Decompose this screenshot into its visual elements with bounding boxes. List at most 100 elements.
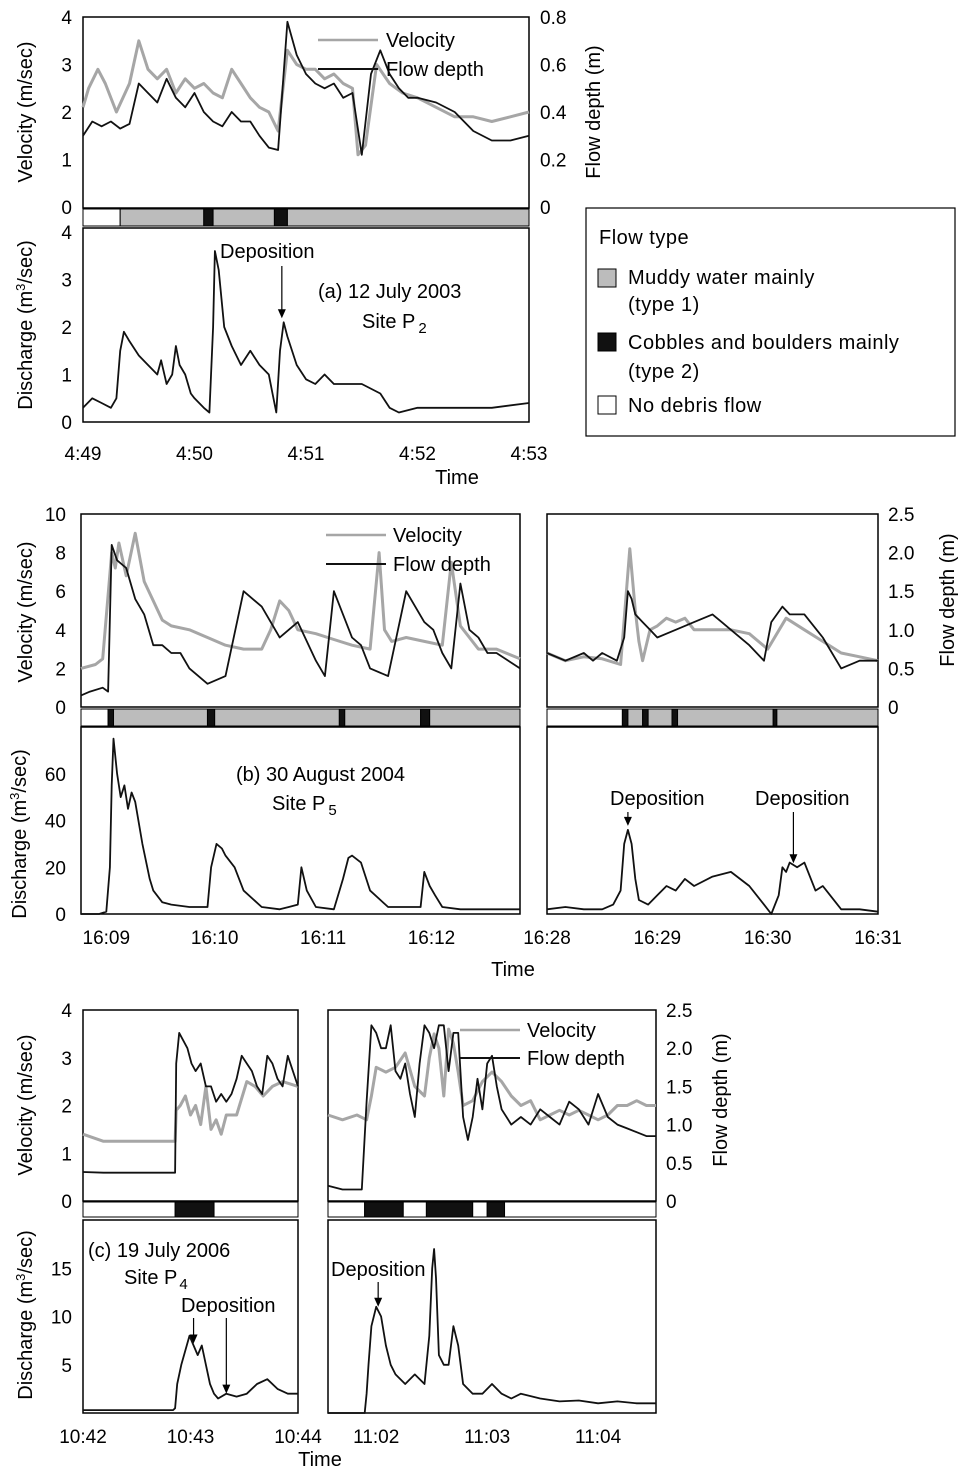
panel-c-right-xtick-2: 11:04: [575, 1427, 622, 1448]
legend-c-depth-label: Flow depth: [527, 1048, 625, 1070]
panel-a-vel-tick-2: 2: [61, 103, 72, 124]
panel-b-yticks: 0 2 4 6 8 10 0 0.5 1.0 1.5 2.0 2.5 0 20 40 60: [45, 505, 915, 926]
legend-b-depth-label: Flow depth: [393, 554, 491, 576]
panel-a-xtick-2: 4:51: [288, 444, 325, 465]
panel-c-left-flowtype-seg-1: [174, 1201, 215, 1218]
panel-b-depth-tick-1: 0.5: [888, 659, 914, 680]
panel-b-right-flowtype-seg-0: [546, 708, 623, 727]
flow-type-legend: Flow type Muddy water mainly (type 1) Co…: [585, 207, 956, 437]
panel-b-flowtype-bar: [80, 708, 879, 727]
panel-b-lower-right-frame: [546, 726, 879, 915]
panel-b-right-xtick-3: 16:31: [854, 928, 902, 949]
panel-c-right-depth-line: [327, 1024, 656, 1191]
panel-a-deposition-label: Deposition: [220, 241, 315, 263]
panel-c-vel-tick-3: 3: [61, 1049, 72, 1070]
legend-type2-sub: (type 2): [628, 361, 700, 383]
panel-a-vel-tick-1: 1: [61, 151, 72, 172]
panel-a-flowtype-seg-1: [119, 208, 205, 227]
legend-type1-swatch: [597, 268, 617, 288]
panel-a-xticks: 4:49 4:50 4:51 4:52 4:53: [65, 444, 548, 465]
panel-a-vel-tick-3: 3: [61, 56, 72, 77]
panel-b-left-flowtype-seg-1: [107, 708, 115, 727]
panel-b-q-tick-3: 60: [45, 765, 66, 786]
panel-b-depth-tick-2: 1.0: [888, 621, 914, 642]
panel-b-left-flowtype-seg-7: [420, 708, 431, 727]
panel-c-depth-tick-2: 1.0: [666, 1116, 692, 1137]
panel-b-left-flowtype-seg-3: [206, 708, 216, 727]
panel-c-depth-tick-3: 1.5: [666, 1077, 692, 1098]
panel-b-upper-right-frame: [546, 513, 879, 708]
panel-b: 0 2 4 6 8 10 0 0.5 1.0 1.5 2.0 2.5 0 20 40 60 16:09 16:1…: [7, 505, 959, 981]
panel-c-vel-tick-2: 2: [61, 1097, 72, 1118]
panel-b-left-flowtype-seg-2: [113, 708, 208, 727]
panel-a-xtick-4: 4:53: [511, 444, 548, 465]
panel-b-lower-left-frame: [80, 726, 521, 915]
panel-c-depth-tick-4: 2.0: [666, 1039, 692, 1060]
panel-b-discharge-lines: [81, 737, 879, 915]
panel-a-flowtype-seg-0: [82, 208, 121, 227]
panel-b-left-flowtype-seg-6: [344, 708, 422, 727]
panel-a-depth-tick-0: 0: [540, 198, 551, 219]
panel-b-right-flowtype-seg-8: [776, 708, 879, 727]
panel-b-depth-tick-0: 0: [888, 698, 899, 719]
legend-type1-label: Muddy water mainly: [628, 267, 815, 289]
panel-c-depth-tick-0: 0: [666, 1192, 677, 1213]
panel-b-q-tick-0: 0: [55, 905, 66, 926]
panel-b-deposition-arrows: [623, 812, 798, 864]
legend-type2-label: Cobbles and boulders mainly: [628, 332, 899, 354]
panel-c-discharge-lines: [83, 1248, 656, 1414]
panel-c-yticks: 0 1 2 3 4 0 0.5 1.0 1.5 2.0 2.5 5 10 15: [51, 1001, 693, 1377]
panel-c-deposition-arrow-1-head: [222, 1384, 231, 1394]
panel-c-deposition-arrow-2-head: [374, 1297, 383, 1307]
panel-c-depth-label: Flow depth (m): [710, 1033, 732, 1166]
panel-a-discharge-line: [82, 250, 530, 414]
panel-c-right-flowtype-seg-0: [327, 1201, 366, 1218]
panel-c-xticks: 10:42 10:43 10:44 11:02 11:03 11:04: [59, 1427, 621, 1448]
panel-b-right-xtick-2: 16:30: [744, 928, 792, 949]
panel-c-right-flowtype-seg-6: [504, 1201, 657, 1218]
panel-c-right-flowtype-seg-3: [425, 1201, 474, 1218]
panel-c-right-flowtype-seg-4: [472, 1201, 488, 1218]
legend-depth-label: Flow depth: [386, 59, 484, 81]
panel-b-depth-tick-3: 1.5: [888, 582, 914, 603]
panel-a-flowtype-bar: [82, 208, 530, 227]
panel-a-q-tick-3: 3: [61, 271, 72, 292]
panel-c-deposition-arrow-0-head: [189, 1334, 198, 1344]
panel-c-q-tick-1: 10: [51, 1308, 72, 1329]
panel-a-title: (a) 12 July 2003: [318, 281, 461, 303]
panel-c-left-flowtype-seg-2: [213, 1201, 299, 1218]
panel-c-right-discharge-line: [328, 1248, 656, 1414]
panel-b-left-flowtype-seg-8: [429, 708, 521, 727]
panel-c-discharge-label: Discharge (m3/sec): [13, 1230, 37, 1400]
panel-b-depth-tick-4: 2.0: [888, 544, 914, 565]
panel-a-q-tick-2: 2: [61, 318, 72, 339]
legend-type1-sub: (type 1): [628, 294, 700, 316]
panel-b-left-xtick-2: 16:11: [300, 928, 346, 949]
legend-title: Flow type: [599, 227, 689, 249]
panel-c-left-flowtype-seg-0: [82, 1201, 176, 1218]
panel-b-deposition-arrow-1-head: [789, 854, 798, 864]
panel-a-lower-frame: [82, 227, 530, 423]
legend-velocity-label: Velocity: [386, 30, 455, 52]
panel-b-xticks: 16:09 16:10 16:11 16:12 16:28 16:29 16:30 16:31: [83, 928, 902, 949]
panel-b-vel-tick-3: 6: [55, 582, 66, 603]
panel-a-velocity-line: [81, 39, 530, 157]
panel-b-vel-tick-0: 0: [55, 698, 66, 719]
panel-b-left-xtick-0: 16:09: [83, 928, 131, 949]
panel-b-left-flowtype-seg-0: [80, 708, 109, 727]
panel-c-vel-tick-1: 1: [61, 1144, 72, 1165]
panel-a-flowtype-seg-2: [203, 208, 214, 227]
panel-b-left-depth-line: [80, 544, 521, 697]
panel-b-discharge-label: Discharge (m3/sec): [7, 749, 31, 919]
panel-c-left-xtick-2: 10:44: [274, 1427, 322, 1448]
panel-b-deposition-label-1: Deposition: [610, 788, 705, 810]
panel-b-depth-label: Flow depth (m): [937, 533, 959, 666]
panel-a-q-tick-0: 0: [61, 413, 72, 434]
panel-b-right-discharge-line: [546, 829, 879, 915]
panel-a-deposition-arrow: [277, 266, 286, 319]
panel-c-upper-lines: [82, 1024, 656, 1191]
legend-b-velocity-label: Velocity: [393, 525, 462, 547]
panel-a-yticks: 0 1 2 3 4 0 0.2 0.4 0.6 0.8 0 1 2 3 4: [61, 8, 566, 434]
panel-a-depth-tick-2: 0.4: [540, 103, 567, 124]
